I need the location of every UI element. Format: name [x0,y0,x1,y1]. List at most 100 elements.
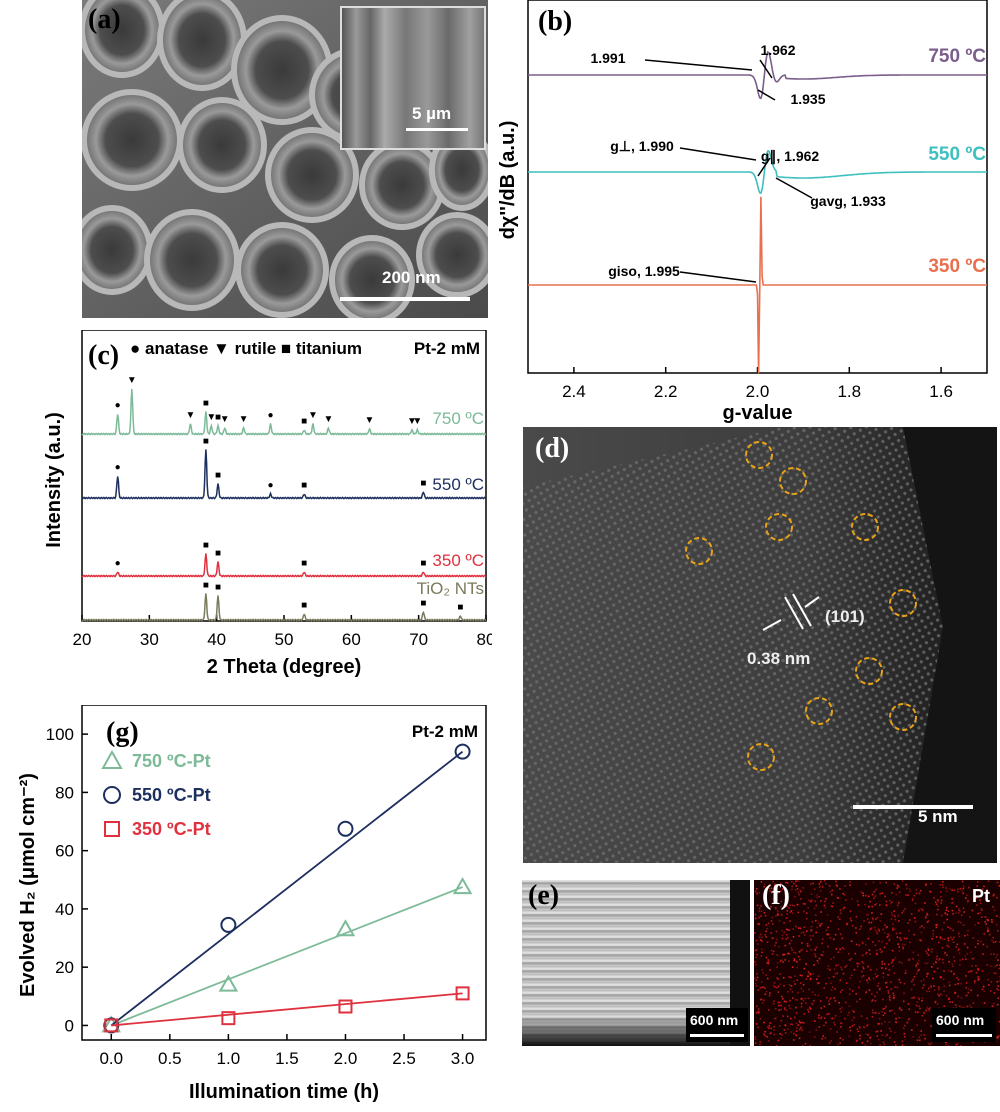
pt-dot [857,904,860,906]
pt-dot [868,978,871,981]
pt-dot [769,1022,772,1024]
pt-dot [876,974,879,977]
pt-dot [865,944,867,946]
pt-dot [790,1017,792,1020]
pt-dot [797,911,800,914]
pt-dot [974,946,977,948]
pt-dot [937,900,940,903]
pt-dot [927,954,930,956]
pt-dot [977,943,979,945]
pt-dot [934,901,937,903]
pt-dot [886,986,888,988]
pt-dot [782,977,785,979]
pt-dot [824,1037,827,1039]
pt-dot [947,1044,950,1046]
pt-atom-circle [765,513,793,541]
pt-dot [768,1027,770,1029]
pt-dot [884,924,886,926]
pt-dot [877,985,879,987]
pt-dot [791,949,793,951]
pt-dot [887,933,889,936]
pt-dot [971,965,974,967]
scale-bar [340,297,470,301]
pt-dot [874,904,876,906]
pt-dot [871,1009,874,1012]
pt-dot [833,968,836,971]
pt-dot [794,952,797,954]
pt-dot [826,1013,828,1016]
pt-dot [914,1011,917,1013]
pt-dot [919,926,921,929]
pt-dot [943,970,945,972]
pt-dot [917,954,919,956]
pt-dot [754,932,756,934]
pt-dot [908,888,911,890]
pt-dot [786,913,788,915]
pt-dot [810,929,813,931]
pt-dot [777,977,779,980]
fit-line [110,886,463,1027]
x-tick-label: 70 [409,630,428,649]
pt-dot [758,910,761,912]
pt-dot [878,940,880,942]
pt-dot [796,979,799,981]
pt-dot [859,1027,861,1030]
peak-marker: ▼ [127,375,137,386]
pt-dot [809,1006,811,1009]
pt-dot [959,1005,961,1008]
pt-dot [992,941,995,944]
pt-dot [775,907,777,910]
pt-dot [948,969,950,972]
pt-dot [885,904,888,907]
x-tick-label: 1.0 [217,1049,241,1068]
pt-dot [758,892,760,894]
pt-dot [807,971,810,973]
pt-dot [757,1026,759,1029]
annotation: Pt-2 mM [414,339,480,358]
pt-dot [789,920,791,922]
pt-dot [915,964,918,966]
pt-dot [785,917,788,919]
epr-trace [528,149,987,195]
pt-dot [806,917,808,920]
pt-dot [839,1042,841,1044]
pt-dot [877,982,880,985]
pt-dot [848,993,851,995]
pt-dot [811,1002,813,1005]
pt-dot [770,949,773,952]
pt-dot [816,926,818,929]
pt-dot [756,1010,759,1013]
pt-dot [846,922,849,925]
pt-dot [869,1036,872,1039]
pt-dot [764,993,767,996]
pt-dot [868,949,871,951]
pt-dot [800,998,802,1000]
y-tick-label: 0 [65,1016,74,1035]
pt-dot [941,884,944,886]
pt-dot [996,896,998,899]
pt-dot [921,997,924,999]
pt-dot [917,1011,919,1014]
pt-dot [915,892,918,895]
pt-dot [891,901,893,904]
y-tick-label: 60 [55,842,74,861]
pt-dot [814,955,817,958]
pt-dot [913,894,916,897]
pt-dot [761,969,763,971]
pt-dot [955,905,958,908]
pt-dot [926,975,928,978]
pt-dot [851,898,853,900]
pt-dot [867,981,869,984]
pt-dot [940,899,943,902]
pt-dot [790,947,793,949]
pt-dot [811,899,813,902]
pt-dot [993,972,996,974]
pt-dot [789,904,791,906]
pt-dot [754,960,756,963]
pt-dot [928,987,930,990]
pt-dot [967,991,970,994]
pt-dot [776,966,778,968]
pt-dot [940,902,942,904]
pt-dot [803,934,806,936]
pt-dot [903,992,905,995]
